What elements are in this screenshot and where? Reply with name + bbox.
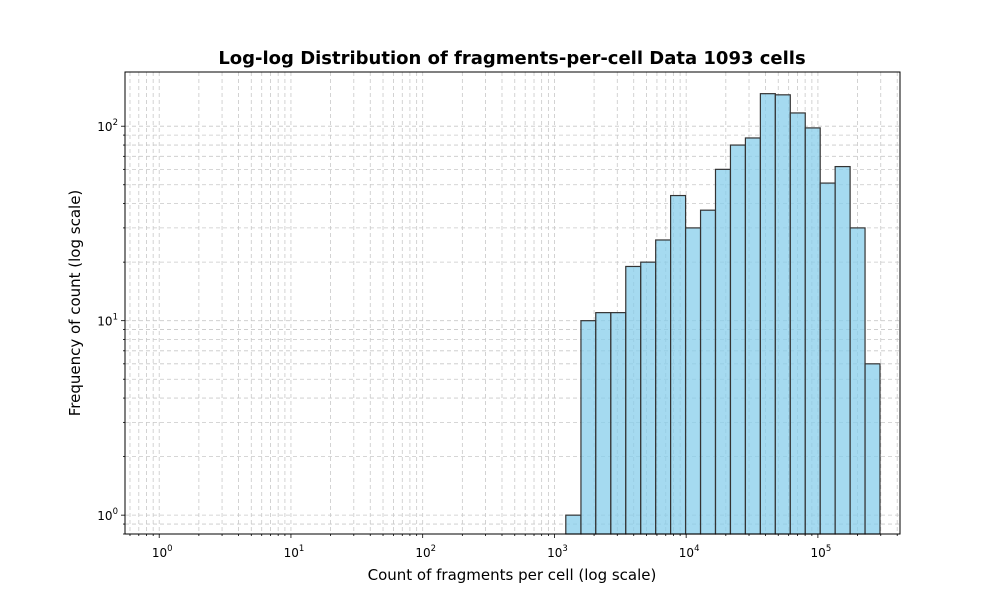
y-axis-label: Frequency of count (log scale) — [66, 190, 84, 417]
x-tick-label: 102 — [415, 544, 436, 560]
histogram-bar — [744, 137, 761, 535]
histogram-bar — [774, 94, 791, 535]
bars — [565, 93, 881, 535]
histogram-bar — [610, 312, 627, 535]
histogram-bar — [864, 363, 881, 535]
histogram-bar — [684, 227, 702, 535]
histogram-bar — [640, 261, 657, 535]
histogram-bar — [804, 127, 821, 535]
histogram-bar — [565, 514, 582, 535]
histogram-bar — [729, 144, 747, 535]
histogram-bar — [699, 209, 717, 535]
plot-frame — [124, 71, 901, 535]
y-tick-label: 100 — [97, 507, 118, 523]
histogram-bar — [670, 194, 687, 535]
chart-title: Log-log Distribution of fragments-per-ce… — [218, 48, 805, 69]
histogram-bar — [580, 320, 597, 535]
histogram-bar — [714, 168, 732, 535]
histogram-bar — [595, 312, 612, 535]
histogram-bar — [834, 165, 851, 535]
histogram-bar — [849, 227, 866, 535]
x-tick-label: 104 — [679, 544, 700, 560]
histogram-bar — [819, 182, 836, 535]
x-tick-label: 100 — [152, 544, 173, 560]
y-tick-label: 101 — [97, 313, 118, 329]
y-tick-label: 102 — [97, 118, 118, 134]
histogram-bar — [655, 239, 672, 535]
histogram-bar — [789, 112, 806, 535]
x-tick-label: 103 — [547, 544, 568, 560]
x-tick-label: 105 — [811, 544, 832, 560]
x-tick-label: 101 — [284, 544, 305, 560]
histogram-bar — [625, 265, 642, 535]
histogram-bar — [759, 93, 776, 535]
x-axis-label: Count of fragments per cell (log scale) — [368, 566, 657, 584]
